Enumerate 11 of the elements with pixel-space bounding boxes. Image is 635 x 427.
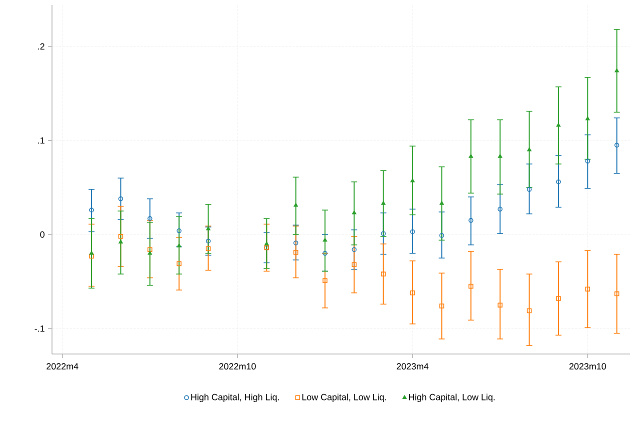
x-tick-label: 2022m4 [46,363,78,370]
x-tick-label: 2023m10 [569,363,606,370]
y-tick-label: .1 [38,137,44,144]
y-tick-label: .2 [38,43,44,50]
x-tick-label: 2023m4 [396,363,428,370]
y-tick-label: 0 [40,231,44,238]
y-tick-label: -.1 [34,326,44,332]
legend-label: High Capital, Low Liq. [408,394,495,402]
x-tick-label: 2022m10 [219,363,256,370]
legend-label: Low Capital, Low Liq. [302,394,386,402]
legend-label: High Capital, High Liq. [191,394,279,402]
